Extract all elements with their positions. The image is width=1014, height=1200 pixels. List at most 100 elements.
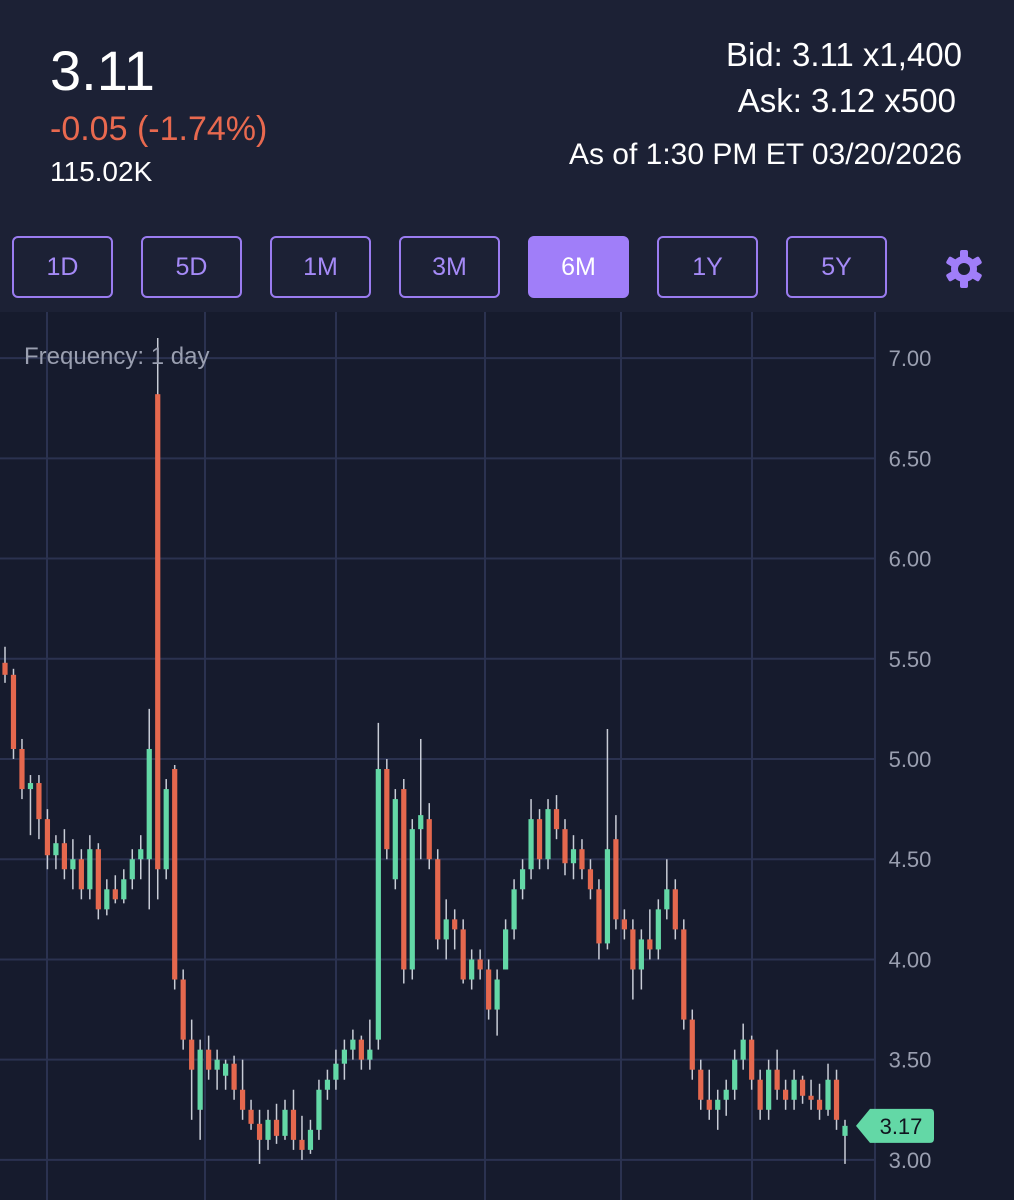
- bid: Bid: 3.11 x1,400: [725, 36, 962, 73]
- last-price-label: 3.17: [880, 1114, 923, 1139]
- range-tab[interactable]: 1D: [12, 236, 113, 298]
- candle-body: [655, 909, 661, 950]
- candle-body: [10, 674, 17, 749]
- y-tick-label: 4.00: [889, 947, 932, 972]
- candle-body: [825, 1079, 831, 1110]
- candle-body: [61, 843, 67, 870]
- candle-body: [112, 889, 118, 900]
- candle-body: [647, 939, 653, 950]
- range-tab[interactable]: 3M: [399, 236, 500, 298]
- candle-body: [223, 1063, 229, 1076]
- candle-body: [418, 815, 424, 830]
- candle-body: [791, 1079, 797, 1100]
- candle-body: [189, 1039, 195, 1070]
- candle-body: [95, 849, 101, 910]
- volume: 115.02K: [50, 156, 153, 187]
- candle-body: [367, 1049, 373, 1060]
- candle-body: [503, 929, 509, 970]
- candle-body: [138, 849, 144, 860]
- candle-body: [299, 1139, 305, 1150]
- candle-body: [469, 959, 475, 980]
- candle-body: [290, 1109, 297, 1140]
- candle-body: [749, 1039, 755, 1080]
- quote-header: 3.11 -0.05 (-1.74%) 115.02K Bid: 3.11 x1…: [0, 0, 1014, 312]
- candle-body: [774, 1069, 780, 1090]
- candle-body: [341, 1049, 347, 1064]
- candle-body: [375, 769, 381, 1040]
- candle-body: [460, 929, 466, 980]
- candle-body: [723, 1089, 729, 1100]
- candle-body: [630, 929, 636, 970]
- y-tick-label: 6.50: [889, 446, 932, 471]
- candle-body: [129, 859, 135, 880]
- candle-body: [163, 789, 169, 870]
- candle-body: [528, 819, 534, 870]
- y-tick-label: 4.50: [889, 847, 932, 872]
- candle-body: [19, 748, 25, 790]
- candle-body: [511, 889, 517, 930]
- candle-body: [358, 1039, 364, 1060]
- candle-body: [452, 919, 458, 930]
- candle-body: [239, 1089, 246, 1110]
- candle-body: [248, 1109, 254, 1124]
- y-tick-label: 5.00: [889, 747, 932, 772]
- candle-body: [732, 1059, 738, 1090]
- candle-body: [562, 829, 568, 864]
- candle-body: [27, 783, 34, 790]
- candle-body: [486, 969, 492, 1010]
- candle-body: [553, 809, 560, 830]
- candle-body: [715, 1099, 721, 1110]
- candle-body: [681, 929, 687, 1020]
- candle-body: [53, 843, 59, 856]
- candle-body: [333, 1063, 339, 1080]
- candle-body: [231, 1063, 237, 1090]
- candle-body: [350, 1039, 356, 1050]
- candle-body: [783, 1089, 789, 1100]
- candle-body: [604, 849, 611, 944]
- candle-body: [316, 1089, 322, 1130]
- candle-body: [87, 849, 93, 890]
- y-tick-label: 7.00: [889, 346, 932, 371]
- candle-body: [172, 769, 178, 980]
- candle-body: [706, 1099, 712, 1110]
- candle-body: [494, 979, 500, 1010]
- candle-body: [833, 1079, 840, 1120]
- candle-body: [545, 809, 551, 860]
- candle-body: [740, 1039, 746, 1060]
- candle-body: [689, 1019, 695, 1070]
- candle-body: [519, 869, 526, 890]
- candle-body: [842, 1125, 848, 1136]
- range-tab[interactable]: 5Y: [786, 236, 887, 298]
- candle-body: [2, 662, 8, 675]
- candle-body: [757, 1079, 763, 1110]
- range-tab[interactable]: 1M: [270, 236, 371, 298]
- candle-body: [799, 1079, 806, 1096]
- candle-body: [392, 799, 398, 880]
- ask: Ask: 3.12 x500: [737, 82, 956, 119]
- price-change: -0.05 (-1.74%): [50, 110, 268, 148]
- candle-body: [265, 1119, 271, 1140]
- candle-body: [70, 859, 76, 870]
- candle-body: [384, 769, 390, 850]
- candle-body: [435, 859, 441, 940]
- candle-body: [206, 1049, 212, 1070]
- range-tab[interactable]: 6M: [528, 236, 629, 298]
- settings-button[interactable]: [944, 249, 984, 289]
- as-of: As of 1:30 PM ET 03/20/2026: [568, 138, 962, 171]
- candle-body: [536, 819, 543, 860]
- candle-body: [570, 849, 577, 864]
- candle-body: [121, 879, 127, 900]
- range-tab[interactable]: 5D: [141, 236, 242, 298]
- candle-body: [307, 1129, 314, 1150]
- candle-body: [36, 783, 42, 820]
- candle-body: [816, 1099, 823, 1110]
- candle-body: [426, 819, 432, 860]
- candle-body: [214, 1059, 220, 1070]
- candle-body: [477, 959, 483, 970]
- candle-body: [256, 1123, 263, 1140]
- candle-body: [664, 889, 670, 910]
- y-tick-label: 3.00: [889, 1148, 932, 1173]
- range-tab[interactable]: 1Y: [657, 236, 758, 298]
- candle-body: [180, 979, 186, 1040]
